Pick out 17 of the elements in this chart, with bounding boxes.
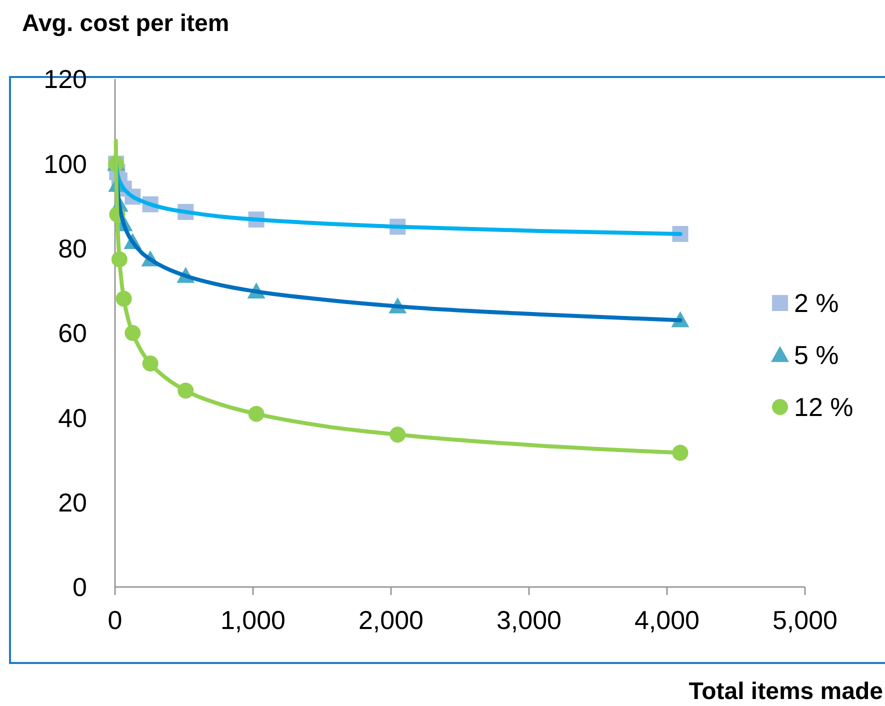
legend-label: 5 % [794, 340, 839, 370]
x-tick-label: 1,000 [220, 605, 286, 635]
y-axis-title: Avg. cost per item [22, 10, 230, 37]
y-tick-label: 60 [58, 318, 87, 348]
y-tick-label: 40 [58, 402, 87, 433]
x-tick-label: 5,000 [772, 605, 838, 635]
y-tick-label: 100 [44, 148, 87, 179]
legend-label: 2 % [794, 288, 839, 318]
x-tick-label: 0 [108, 605, 122, 635]
x-tick-label: 2,000 [358, 605, 424, 635]
y-tick-label: 20 [58, 487, 87, 518]
legend-label: 12 % [794, 392, 854, 422]
y-tick-label: 80 [58, 233, 87, 264]
x-axis-title: Total items made [688, 678, 883, 705]
y-tick-label: 0 [72, 572, 87, 602]
x-tick-label: 3,000 [496, 605, 562, 635]
x-tick-label: 4,000 [634, 605, 700, 635]
